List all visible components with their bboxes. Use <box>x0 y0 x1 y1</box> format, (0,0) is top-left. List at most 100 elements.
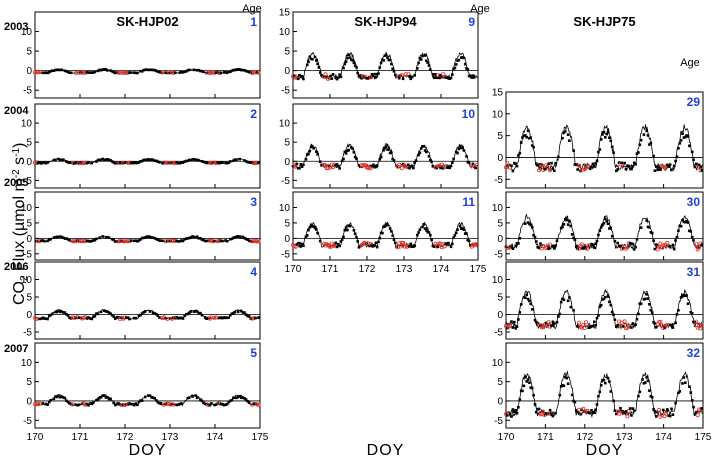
observed-point <box>590 324 593 328</box>
observed-point <box>597 394 600 398</box>
observed-point <box>655 165 658 168</box>
observed-point <box>555 239 559 242</box>
observed-point <box>631 322 635 325</box>
observed-point <box>225 239 229 243</box>
observed-point <box>668 245 672 248</box>
observed-point <box>219 71 223 75</box>
observed-point <box>143 236 147 239</box>
observed-point <box>40 317 43 320</box>
observed-point <box>609 139 613 143</box>
panel-0-0-frame <box>34 11 261 99</box>
observed-point <box>112 238 115 242</box>
observed-point <box>602 297 606 301</box>
gapfill-point <box>37 70 42 75</box>
observed-point <box>612 151 615 154</box>
observed-point <box>344 60 348 63</box>
observed-point <box>613 409 617 412</box>
observed-point <box>38 161 41 165</box>
observed-point <box>175 161 178 164</box>
observed-point <box>68 71 71 74</box>
observed-point <box>526 221 530 224</box>
observed-point <box>355 236 358 239</box>
observed-point <box>435 76 438 79</box>
observed-point <box>663 326 666 329</box>
observed-point <box>338 244 341 248</box>
observed-point <box>682 136 686 139</box>
observed-point <box>186 237 190 240</box>
observed-point <box>76 403 79 407</box>
observed-point <box>652 154 655 158</box>
observed-point <box>692 239 695 242</box>
observed-point <box>590 242 593 246</box>
observed-point <box>515 164 519 168</box>
observed-point <box>57 157 60 161</box>
observed-point <box>458 225 462 228</box>
observed-point <box>183 160 186 163</box>
observed-point <box>106 310 109 313</box>
observed-point <box>229 160 232 163</box>
observed-point <box>101 157 104 161</box>
y-tick-label: 0 <box>497 234 503 245</box>
observed-point <box>610 234 614 238</box>
observed-point <box>688 144 691 148</box>
observed-point <box>590 166 593 169</box>
observed-point <box>318 239 322 243</box>
observed-point <box>656 168 659 172</box>
observed-point <box>99 158 103 162</box>
observed-point <box>318 160 322 163</box>
observed-point <box>315 150 318 153</box>
observed-point <box>610 145 614 149</box>
observed-point <box>313 55 317 59</box>
observed-point <box>597 150 600 154</box>
observed-point <box>657 165 661 169</box>
observed-point <box>338 73 341 76</box>
observed-point <box>524 296 527 299</box>
observed-point <box>57 68 60 72</box>
panel-2-1-frame <box>505 191 704 261</box>
observed-point <box>68 161 71 164</box>
y-tick-label: 5 <box>497 218 503 229</box>
observed-point <box>224 403 227 406</box>
observed-point <box>148 310 152 313</box>
observed-point <box>43 317 46 320</box>
observed-point <box>60 395 64 398</box>
gapfill-point <box>581 322 586 327</box>
observed-point <box>634 245 637 249</box>
observed-point <box>88 317 92 320</box>
observed-point <box>568 220 571 223</box>
observed-point <box>202 160 205 164</box>
observed-point <box>388 151 392 155</box>
observed-point <box>521 389 524 393</box>
observed-point <box>298 241 301 245</box>
observed-point <box>51 312 54 316</box>
observed-point <box>68 316 71 320</box>
observed-point <box>681 132 684 135</box>
observed-point <box>307 60 310 64</box>
x-tick-label: 172 <box>117 432 134 443</box>
observed-point <box>181 317 185 320</box>
observed-point <box>409 242 413 246</box>
observed-point <box>233 158 237 161</box>
observed-point <box>57 394 60 398</box>
observed-point <box>95 160 98 163</box>
y-tick-label: 5 <box>26 293 32 304</box>
observed-point <box>604 295 607 299</box>
gapfill-point <box>626 409 631 414</box>
observed-point <box>214 71 218 74</box>
observed-point <box>555 320 559 324</box>
observed-point <box>562 384 566 388</box>
observed-point <box>581 247 585 250</box>
observed-point <box>562 298 566 302</box>
observed-point <box>155 69 158 73</box>
observed-point <box>221 239 224 243</box>
site-title: SK-HJP02 <box>116 14 178 29</box>
observed-point <box>104 158 108 162</box>
observed-point <box>605 132 608 136</box>
observed-point <box>511 326 515 329</box>
observed-point <box>681 382 684 385</box>
observed-point <box>564 217 567 221</box>
observed-point <box>550 161 553 165</box>
observed-point <box>528 222 531 226</box>
observed-point <box>307 152 310 156</box>
observed-point <box>235 396 238 400</box>
